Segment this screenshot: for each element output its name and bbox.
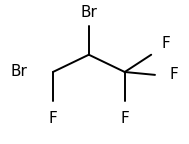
Text: Br: Br (10, 65, 27, 79)
Text: F: F (120, 111, 129, 126)
Text: Br: Br (80, 5, 97, 20)
Text: F: F (49, 111, 57, 126)
Text: F: F (170, 67, 178, 82)
Text: F: F (162, 36, 171, 51)
